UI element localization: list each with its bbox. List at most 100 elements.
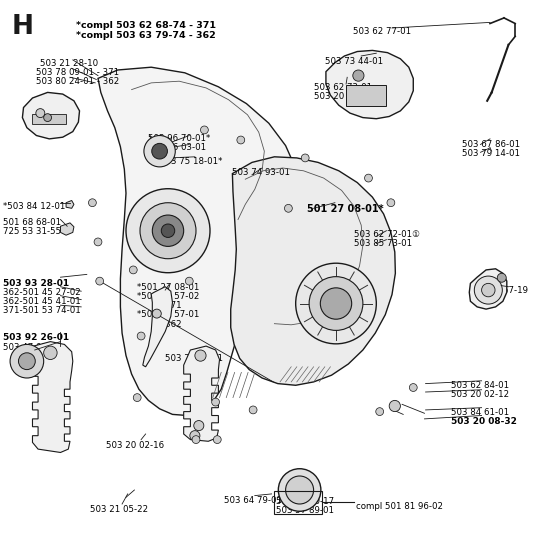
Circle shape bbox=[44, 114, 52, 122]
Circle shape bbox=[10, 344, 44, 378]
Text: 503 62 73-01: 503 62 73-01 bbox=[314, 83, 372, 92]
Text: -371: -371 bbox=[162, 301, 182, 310]
Text: 362-501 45 27-02: 362-501 45 27-02 bbox=[3, 288, 81, 297]
Circle shape bbox=[365, 174, 372, 182]
Text: 503 62 77-01: 503 62 77-01 bbox=[353, 27, 411, 36]
Text: 503 75 18-01*: 503 75 18-01* bbox=[160, 157, 222, 166]
Text: *501 81 57-01: *501 81 57-01 bbox=[137, 310, 199, 319]
Circle shape bbox=[284, 204, 292, 212]
Circle shape bbox=[409, 384, 417, 391]
Text: H: H bbox=[11, 14, 33, 40]
Circle shape bbox=[144, 136, 175, 167]
Circle shape bbox=[140, 203, 196, 259]
Circle shape bbox=[190, 431, 200, 441]
Bar bbox=[274, 491, 322, 514]
Text: 503 62 84-01: 503 62 84-01 bbox=[451, 381, 509, 390]
Circle shape bbox=[137, 332, 145, 340]
Circle shape bbox=[44, 346, 57, 360]
Text: 503 21 28-10: 503 21 28-10 bbox=[40, 59, 99, 68]
Circle shape bbox=[389, 400, 400, 412]
Text: *compl 503 63 79-74 - 362: *compl 503 63 79-74 - 362 bbox=[76, 31, 216, 40]
Circle shape bbox=[309, 277, 363, 330]
Text: *503 84 12-01: *503 84 12-01 bbox=[3, 202, 65, 211]
Circle shape bbox=[94, 238, 102, 246]
Text: 503 67 86-01: 503 67 86-01 bbox=[462, 140, 520, 149]
Circle shape bbox=[18, 353, 35, 370]
Circle shape bbox=[194, 421, 204, 431]
Text: 503 47 05-01: 503 47 05-01 bbox=[3, 343, 61, 352]
Text: 503 20 02-12: 503 20 02-12 bbox=[314, 92, 372, 101]
Text: *501 81 57-02: *501 81 57-02 bbox=[137, 292, 199, 301]
Circle shape bbox=[301, 154, 309, 162]
Circle shape bbox=[195, 350, 206, 361]
Text: 503 57 89-01: 503 57 89-01 bbox=[276, 506, 334, 515]
Circle shape bbox=[200, 126, 208, 134]
Circle shape bbox=[133, 394, 141, 402]
Polygon shape bbox=[184, 346, 220, 441]
Circle shape bbox=[237, 136, 245, 144]
Circle shape bbox=[213, 436, 221, 444]
Circle shape bbox=[278, 469, 321, 511]
Text: 503 85 73-01: 503 85 73-01 bbox=[354, 239, 412, 248]
Text: 503 26 03-01: 503 26 03-01 bbox=[148, 143, 207, 152]
Polygon shape bbox=[60, 223, 74, 235]
Bar bbox=[346, 85, 386, 106]
Circle shape bbox=[497, 273, 506, 282]
Circle shape bbox=[152, 143, 167, 159]
Circle shape bbox=[482, 283, 495, 297]
Text: 503 92 26-01: 503 92 26-01 bbox=[3, 333, 69, 342]
Text: 503 79 14-01: 503 79 14-01 bbox=[462, 149, 520, 158]
Text: 503 93 28-01: 503 93 28-01 bbox=[3, 279, 69, 288]
Text: 725 53 31-55: 725 53 31-55 bbox=[3, 227, 61, 236]
Text: 362-501 45 41-01: 362-501 45 41-01 bbox=[3, 297, 81, 306]
Text: 505 27 57-19: 505 27 57-19 bbox=[470, 286, 529, 295]
Text: 503 96 70-01*: 503 96 70-01* bbox=[148, 134, 211, 143]
Circle shape bbox=[387, 199, 395, 207]
Text: 503 73 44-01: 503 73 44-01 bbox=[325, 57, 383, 66]
Text: *501 27 08-01: *501 27 08-01 bbox=[137, 283, 199, 292]
Polygon shape bbox=[22, 92, 80, 139]
Polygon shape bbox=[98, 67, 300, 416]
Circle shape bbox=[376, 408, 384, 416]
Text: 503 71 98-01: 503 71 98-01 bbox=[165, 354, 223, 363]
Circle shape bbox=[212, 398, 220, 406]
Circle shape bbox=[249, 406, 257, 414]
Text: 503 84 61-01: 503 84 61-01 bbox=[451, 408, 509, 417]
Text: -362: -362 bbox=[162, 320, 182, 329]
Circle shape bbox=[286, 476, 314, 504]
Circle shape bbox=[36, 109, 45, 118]
Text: 503 26 30-17: 503 26 30-17 bbox=[276, 497, 334, 506]
Text: 503 20 02-16: 503 20 02-16 bbox=[106, 441, 165, 450]
Circle shape bbox=[320, 288, 352, 319]
Text: 503 62 72-01①: 503 62 72-01① bbox=[354, 230, 420, 239]
Circle shape bbox=[296, 263, 376, 344]
Text: 503 80 24-01 - 362: 503 80 24-01 - 362 bbox=[36, 77, 120, 86]
Circle shape bbox=[185, 277, 193, 285]
Text: 371-501 53 74-01: 371-501 53 74-01 bbox=[3, 306, 81, 315]
Circle shape bbox=[126, 189, 210, 273]
Circle shape bbox=[152, 309, 161, 318]
Text: 503 20 02-12: 503 20 02-12 bbox=[451, 390, 509, 399]
Text: 503 74 93-01: 503 74 93-01 bbox=[232, 168, 291, 177]
Polygon shape bbox=[143, 287, 172, 367]
Circle shape bbox=[353, 70, 364, 81]
Circle shape bbox=[129, 266, 137, 274]
Bar bbox=[32, 114, 66, 124]
Circle shape bbox=[152, 215, 184, 246]
Polygon shape bbox=[469, 269, 507, 309]
Text: 503 64 79-01: 503 64 79-01 bbox=[224, 496, 282, 505]
Text: 503 20 08-32: 503 20 08-32 bbox=[451, 417, 517, 426]
Text: 503 78 09-01 - 371: 503 78 09-01 - 371 bbox=[36, 68, 119, 77]
Circle shape bbox=[474, 276, 502, 304]
Text: 501 27 08-01*: 501 27 08-01* bbox=[307, 204, 384, 214]
Circle shape bbox=[192, 436, 200, 444]
Circle shape bbox=[161, 224, 175, 237]
Circle shape bbox=[88, 199, 96, 207]
Polygon shape bbox=[231, 157, 395, 385]
Polygon shape bbox=[32, 342, 73, 452]
Polygon shape bbox=[66, 200, 74, 208]
Text: compl 501 81 96-02: compl 501 81 96-02 bbox=[356, 502, 442, 511]
Text: 501 68 68-01: 501 68 68-01 bbox=[3, 218, 61, 227]
Circle shape bbox=[96, 277, 104, 285]
Polygon shape bbox=[326, 50, 413, 119]
